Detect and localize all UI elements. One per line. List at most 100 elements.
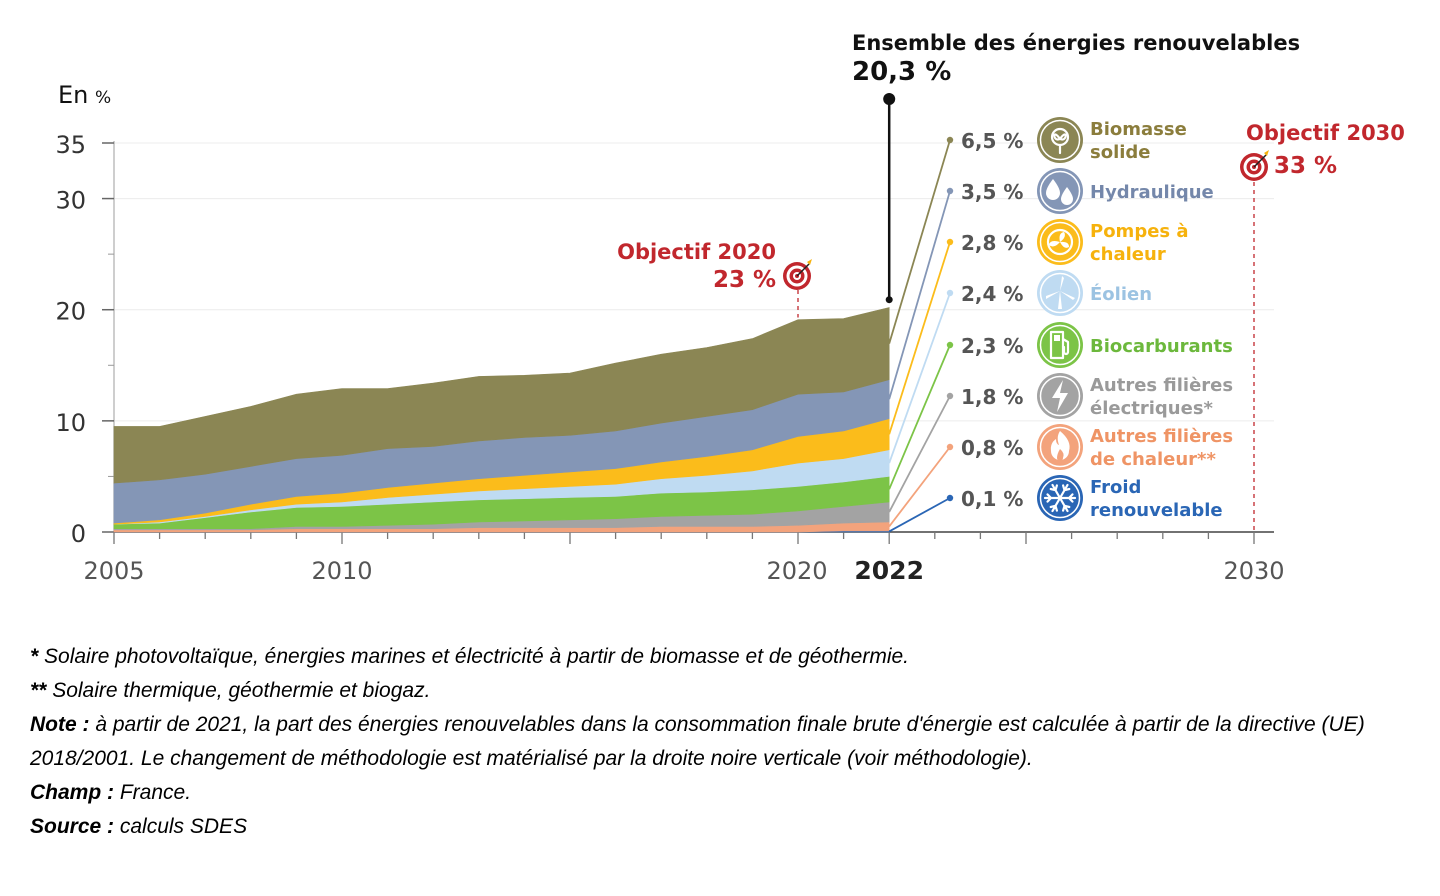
leader-dot [946,136,954,144]
leader-line [888,292,951,464]
leader-line [888,395,951,513]
icon-glyph [1049,496,1062,513]
legend-label: chaleur [1090,244,1166,265]
y-tick-label: 10 [55,409,86,437]
icon-glyph [1046,179,1060,200]
leader-dot [946,443,954,451]
icon-glyph [1052,380,1068,412]
icon-ring [1039,119,1081,161]
target-arrow-feather [807,259,812,265]
icon-glyph [1043,493,1062,503]
legend-label: Biomasse [1090,119,1187,140]
y-unit-percent: % [95,88,111,108]
x-tick-label-2010: 2010 [311,557,372,585]
icon-glyph [1057,449,1064,461]
target-arrow-feather [1264,150,1269,156]
snowflake-icon [1037,475,1083,521]
x-tick-label-2030: 2030 [1223,557,1284,585]
icon-ring [1039,324,1081,366]
objective-2030-value: 33 % [1274,153,1337,179]
flame-icon [1037,424,1083,470]
heat-pump-fan-icon [1037,219,1083,265]
icon-circle [1037,168,1083,214]
leader-dot [946,187,954,195]
legend-value: 6,5 % [961,129,1023,153]
icon-glyph [1058,496,1071,513]
leader-line [888,344,951,490]
water-drops-icon [1037,168,1083,214]
objective-2030-label: Objectif 2030 [1246,121,1405,145]
icon-glyph [1061,187,1073,205]
legend-label: renouvelable [1090,500,1223,521]
x-tick-label-2005: 2005 [83,557,144,585]
icon-glyph [1058,291,1062,309]
source-note: Source : calculs SDES [30,815,248,838]
objective-2020-label: Objectif 2020 [617,240,776,264]
target-arrow [796,263,810,277]
icon-glyph [1049,483,1062,500]
target-arrow [1253,154,1267,168]
icon-glyph [1054,335,1060,341]
legend-label: Froid [1090,477,1141,498]
legend-value: 1,8 % [961,385,1023,409]
legend-label: de chaleur** [1090,449,1216,470]
methodology-note: Note : à partir de 2021, la part des éne… [30,713,1365,770]
icon-glyph [1058,483,1071,500]
leader-dot [946,494,954,502]
legend-label: Autres filières [1090,426,1233,447]
icon-glyph [1046,228,1074,256]
fuel-pump-icon [1037,322,1083,368]
icon-ring [1039,221,1081,263]
area-biomasse-solide [113,307,890,484]
icon-glyph [1058,493,1077,503]
target-2020-icon [783,259,812,290]
icon-ring [1039,477,1081,519]
legend-label: Pompes à [1090,221,1189,242]
objective-2020-value: 23 % [713,267,776,293]
leader-line [888,139,951,344]
leader-dot [946,392,954,400]
x-tick-label-2022: 2022 [854,556,924,585]
icon-ring [1039,375,1081,417]
legend-label: Biocarburants [1090,336,1233,357]
leader-dot [946,341,954,349]
wind-turbine-icon [1037,270,1083,316]
legend-label: Hydraulique [1090,182,1214,203]
y-tick-label: 30 [55,187,86,215]
icon-glyph [1049,232,1069,248]
legend-value: 2,8 % [961,231,1023,255]
icon-glyph [1061,337,1070,356]
legend-label: Autres filières [1090,375,1233,396]
leader-line [888,190,951,400]
icon-glyph [1050,431,1070,460]
legend-value: 0,1 % [961,487,1023,511]
leader-dot [946,238,954,246]
y-tick-label: 35 [55,131,86,159]
legend-value: 2,4 % [961,282,1023,306]
leader-line [888,497,951,533]
lightning-bolt-icon [1037,373,1083,419]
legend-label: électriques* [1090,398,1214,419]
total-title: Ensemble des énergies renouvelables [852,31,1300,55]
icon-glyph [1049,330,1065,360]
total-value: 20,3 % [852,57,951,87]
x-tick-label-2020: 2020 [766,557,827,585]
legend-value: 2,3 % [961,334,1023,358]
y-tick-label: 0 [71,520,86,548]
leader-line [888,241,951,435]
icon-ring [1039,426,1081,468]
y-tick-label: 20 [55,298,86,326]
legend-value: 0,8 % [961,436,1023,460]
icon-glyph [1052,133,1068,155]
total-marker-bottom [885,296,893,304]
icon-circle [1037,322,1083,368]
y-unit-label: En [58,81,88,109]
target-2030-icon [1240,150,1269,181]
leaf-icon [1037,117,1083,163]
icon-glyph [1046,276,1075,300]
legend-label: Éolien [1090,283,1152,305]
icon-ring [1039,170,1081,212]
icon-ring [1039,272,1081,314]
footnotes: * Solaire photovoltaïque, énergies marin… [30,640,1430,844]
